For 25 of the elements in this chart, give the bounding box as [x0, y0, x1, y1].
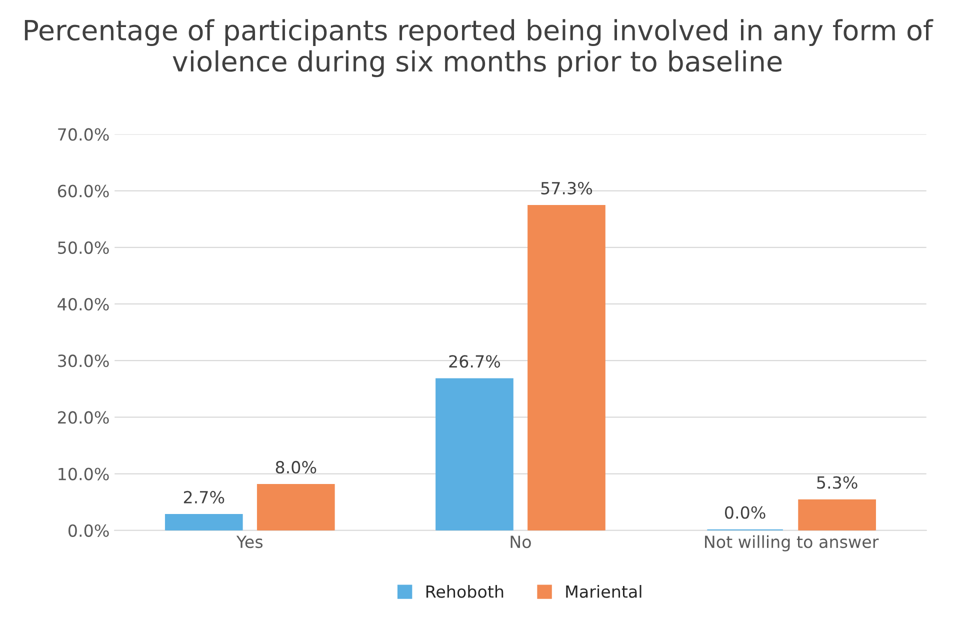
data-label: 2.7% [184, 490, 224, 504]
data-label: 26.7% [449, 355, 500, 368]
legend-label: Rehoboth [426, 584, 504, 598]
bar [256, 484, 335, 530]
bar [436, 378, 514, 530]
y-tick-label: 30.0% [58, 354, 109, 368]
data-label: 57.3% [541, 182, 592, 195]
data-label: 5.3% [817, 476, 858, 489]
x-tick-label: Not willing to answer [705, 535, 879, 552]
x-tick-label: Yes [236, 536, 263, 548]
y-tick-label: 40.0% [58, 298, 109, 311]
y-tick-label: 60.0% [58, 184, 109, 198]
data-label: 8.0% [276, 460, 316, 474]
y-tick-label: 50.0% [58, 241, 109, 254]
data-label: 0.0% [724, 506, 766, 519]
x-tick-label: No [510, 536, 531, 548]
legend-label: Mariental [566, 584, 642, 598]
bar [164, 514, 243, 530]
y-tick-label: 10.0% [58, 468, 109, 480]
y-tick-label: 0.0% [68, 524, 109, 537]
chart-title: Percentage of participants reported being involved in any form of violence during six months prior to baseline [24, 19, 934, 78]
y-tick-label: 20.0% [58, 411, 109, 424]
bar [528, 205, 606, 530]
y-tick-label: 70.0% [58, 128, 109, 141]
bar [798, 499, 876, 530]
